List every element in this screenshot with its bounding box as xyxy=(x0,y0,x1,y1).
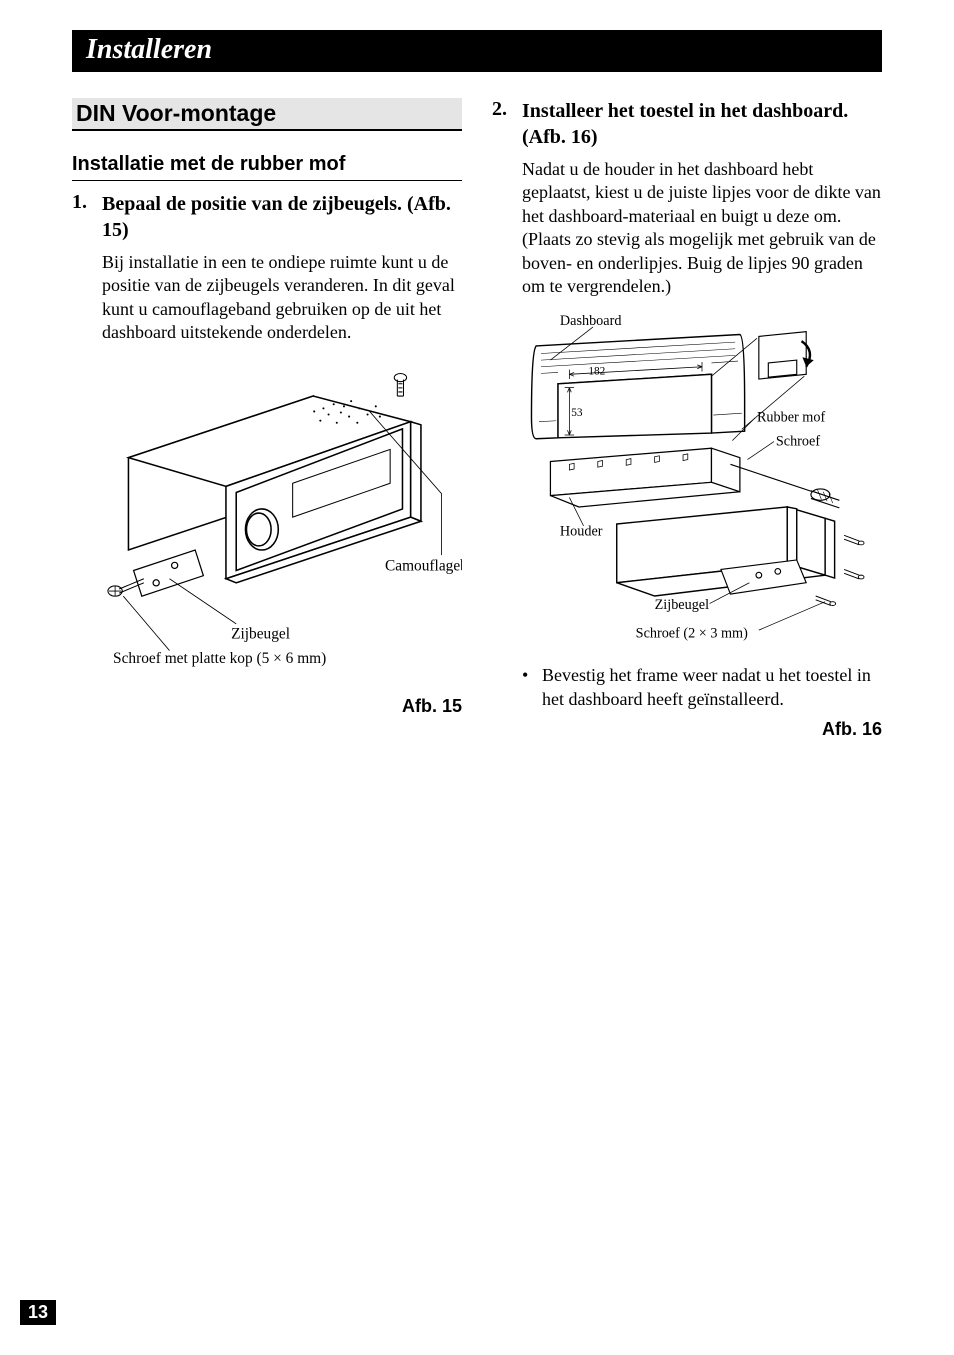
step-1-number: 1. xyxy=(72,191,102,345)
figure-16-caption: Afb. 16 xyxy=(492,719,882,740)
fig16-label-houder: Houder xyxy=(560,524,603,540)
figure-15-caption: Afb. 15 xyxy=(72,696,462,717)
chapter-title-bar: Installeren xyxy=(72,30,882,72)
step-1: 1. Bepaal de positie van de zijbeugels. … xyxy=(72,191,462,345)
subsection-heading: Installatie met de rubber mof xyxy=(72,153,462,181)
bullet-item: • Bevestig het frame weer nadat u het to… xyxy=(522,664,882,711)
chapter-title: Installeren xyxy=(86,34,212,65)
step-1-body: Bepaal de positie van de zijbeugels. (Af… xyxy=(102,191,462,345)
right-column: 2. Installeer het toestel in het dashboa… xyxy=(492,98,882,740)
figure-15-svg: Camouflageband Zijbeugel Sc xyxy=(72,355,462,683)
section-heading: DIN Voor-montage xyxy=(72,98,462,131)
fig16-label-zijbeugel: Zijbeugel xyxy=(655,598,709,614)
fig16-label-schroef-spec: Schroef (2 × 3 mm) xyxy=(636,626,748,642)
step-2-title: Installeer het toestel in het dashboard.… xyxy=(522,98,882,150)
fig16-dim-53: 53 xyxy=(571,407,583,419)
step-1-text: Bij installatie in een te ondiepe ruimte… xyxy=(102,251,462,345)
page-number: 13 xyxy=(20,1300,56,1325)
fig16-label-schroef: Schroef xyxy=(776,434,820,450)
fig16-dim-182: 182 xyxy=(588,366,605,378)
step-2-number: 2. xyxy=(492,98,522,298)
section-heading-text: DIN Voor-montage xyxy=(76,100,276,126)
fig16-label-dashboard: Dashboard xyxy=(560,313,622,329)
figure-16: 182 53 xyxy=(522,308,882,654)
figure-15: Camouflageband Zijbeugel Sc xyxy=(72,355,462,717)
step-2-text1: Nadat u de houder in het dashboard hebt … xyxy=(522,158,882,228)
step-2-body: Installeer het toestel in het dashboard.… xyxy=(522,98,882,298)
fig16-label-rubber-mof: Rubber mof xyxy=(757,410,826,426)
content-columns: DIN Voor-montage Installatie met de rubb… xyxy=(72,98,882,740)
left-column: DIN Voor-montage Installatie met de rubb… xyxy=(72,98,462,740)
step-2: 2. Installeer het toestel in het dashboa… xyxy=(492,98,882,298)
fig15-label-zijbeugel: Zijbeugel xyxy=(231,625,290,642)
fig15-label-schroef: Schroef met platte kop (5 × 6 mm) xyxy=(113,649,326,666)
page-number-value: 13 xyxy=(28,1302,48,1322)
step-1-title: Bepaal de positie van de zijbeugels. (Af… xyxy=(102,191,462,243)
step-2-text2: (Plaats zo stevig als mogelijk met gebru… xyxy=(522,228,882,298)
bullet-dot-icon: • xyxy=(522,664,542,711)
subsection-heading-text: Installatie met de rubber mof xyxy=(72,153,345,175)
figure-16-svg: 182 53 xyxy=(522,308,882,649)
fig15-label-camouflageband: Camouflageband xyxy=(385,557,462,574)
bullet-text: Bevestig het frame weer nadat u het toes… xyxy=(542,664,882,711)
